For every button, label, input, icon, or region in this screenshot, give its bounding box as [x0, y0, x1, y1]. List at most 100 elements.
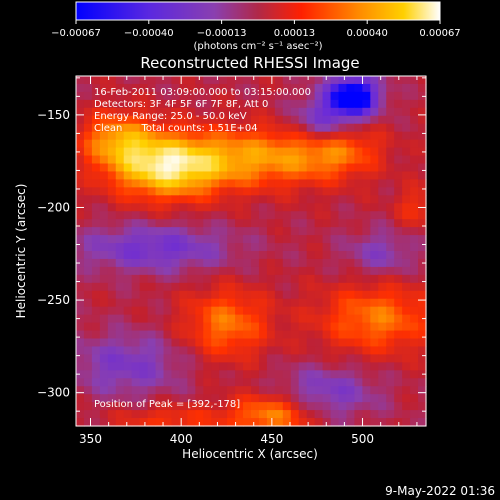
- heatmap-cell: [235, 219, 244, 228]
- heatmap-cell: [410, 187, 419, 196]
- heatmap-cell: [147, 211, 157, 220]
- heatmap-cell: [314, 235, 324, 244]
- heatmap-cell: [322, 235, 332, 244]
- heatmap-cell: [354, 115, 363, 125]
- heatmap-cell: [330, 179, 340, 188]
- heatmap-cell: [354, 163, 363, 173]
- heatmap-cell: [91, 306, 101, 316]
- heatmap-cell: [378, 235, 387, 244]
- heatmap-cell: [187, 402, 196, 411]
- heatmap-cell: [282, 346, 292, 355]
- heatmap-cell: [115, 219, 125, 228]
- heatmap-cell: [362, 179, 371, 188]
- heatmap-cell: [131, 386, 141, 395]
- heatmap-cell: [251, 378, 260, 387]
- heatmap-cell: [203, 274, 212, 284]
- heatmap-cell: [107, 163, 117, 173]
- heatmap-cell: [251, 187, 260, 196]
- heatmap-cell: [386, 290, 395, 300]
- heatmap-cell: [107, 418, 117, 427]
- heatmap-cell: [346, 330, 355, 340]
- heatmap-cell: [123, 195, 133, 204]
- heatmap-cell: [99, 410, 109, 419]
- heatmap-cell: [362, 418, 371, 427]
- heatmap-cell: [370, 298, 379, 308]
- heatmap-cell: [123, 410, 133, 419]
- heatmap-cell: [123, 322, 133, 332]
- heatmap-cell: [266, 282, 276, 292]
- heatmap-cell: [370, 314, 379, 324]
- heatmap-cell: [322, 258, 332, 268]
- heatmap-cell: [123, 76, 133, 85]
- heatmap-cell: [274, 274, 284, 284]
- heatmap-cell: [274, 131, 284, 141]
- heatmap-cell: [370, 394, 379, 403]
- heatmap-cell: [195, 402, 204, 411]
- heatmap-cell: [99, 266, 109, 276]
- heatmap-cell: [187, 131, 196, 141]
- heatmap-cell: [251, 258, 260, 268]
- heatmap-cell: [147, 203, 157, 212]
- heatmap-cell: [354, 99, 363, 109]
- heatmap-cell: [179, 115, 188, 125]
- heatmap-cell: [195, 410, 204, 419]
- heatmap-cell: [266, 76, 276, 85]
- heatmap-cell: [298, 211, 308, 220]
- heatmap-cell: [322, 274, 332, 284]
- heatmap-cell: [274, 83, 284, 93]
- heatmap-cell: [147, 195, 157, 204]
- heatmap-cell: [235, 362, 244, 371]
- heatmap-cell: [378, 147, 387, 157]
- heatmap-cell: [274, 219, 284, 228]
- heatmap-cell: [203, 251, 212, 260]
- heatmap-cell: [338, 83, 348, 93]
- heatmap-cell: [76, 243, 85, 252]
- heatmap-cell: [195, 290, 204, 300]
- footer-timestamp: 9-May-2022 01:36: [385, 484, 495, 498]
- heatmap-cell: [211, 163, 220, 173]
- heatmap-cell: [362, 322, 371, 332]
- heatmap-cell: [362, 115, 371, 125]
- heatmap-cell: [123, 258, 133, 268]
- heatmap-cell: [163, 330, 173, 340]
- heatmap-cell: [266, 394, 276, 403]
- heatmap-cell: [155, 195, 165, 204]
- heatmap-cell: [410, 346, 419, 355]
- heatmap-cell: [338, 155, 348, 165]
- heatmap-cell: [163, 402, 173, 411]
- heatmap-cell: [290, 402, 300, 411]
- heatmap-cell: [83, 362, 93, 371]
- heatmap-cell: [282, 322, 292, 332]
- heatmap-cell: [187, 115, 196, 125]
- heatmap-cell: [410, 290, 419, 300]
- heatmap-cell: [338, 211, 348, 220]
- heatmap-cell: [243, 203, 252, 212]
- heatmap-cell: [76, 290, 85, 300]
- heatmap-cell: [227, 402, 236, 411]
- heatmap-cell: [99, 123, 109, 133]
- heatmap-cell: [370, 115, 379, 125]
- heatmap-cell: [227, 163, 236, 173]
- heatmap-cell: [330, 123, 340, 133]
- heatmap-cell: [83, 131, 93, 141]
- heatmap-cell: [418, 410, 427, 419]
- heatmap-cell: [123, 418, 133, 427]
- colorbar-tick-label: 0.00040: [347, 28, 388, 39]
- heatmap-cell: [76, 346, 85, 355]
- heatmap-cell: [99, 251, 109, 260]
- heatmap-cell: [282, 306, 292, 316]
- heatmap-cell: [155, 394, 165, 403]
- heatmap-cell: [171, 147, 180, 157]
- heatmap-cell: [362, 131, 371, 141]
- heatmap-cell: [123, 219, 133, 228]
- heatmap-cell: [171, 410, 180, 419]
- heatmap-cell: [322, 203, 332, 212]
- heatmap-cell: [131, 187, 141, 196]
- heatmap-cell: [219, 386, 228, 395]
- heatmap-cell: [322, 290, 332, 300]
- heatmap-cell: [163, 227, 173, 236]
- heatmap-cell: [91, 139, 101, 149]
- heatmap-cell: [147, 219, 157, 228]
- heatmap-cell: [203, 123, 212, 133]
- heatmap-cell: [91, 227, 101, 236]
